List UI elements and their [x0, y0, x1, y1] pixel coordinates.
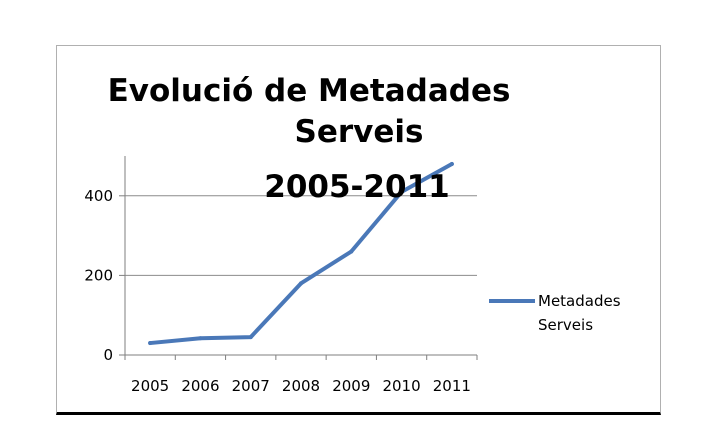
data-point [299, 281, 303, 286]
data-point [248, 335, 253, 340]
grid-layer [125, 195, 477, 276]
x-tick-label: 2005 [131, 377, 169, 395]
y-tick-label: 400 [84, 187, 113, 205]
x-tick-label: 2006 [181, 377, 219, 395]
x-tick-label: 2009 [332, 377, 370, 395]
data-point [399, 189, 404, 194]
y-tick-label: 0 [103, 346, 113, 364]
chart-title-line-3: 2005-2011 [264, 169, 449, 205]
x-tick-label: 2011 [433, 377, 471, 395]
data-point [148, 341, 153, 346]
data-point [349, 249, 354, 254]
line-chart: 0 200 400 2005 2006 2007 2008 2009 2010 2011 Evo… [84, 73, 621, 395]
legend-label-line-2: Serveis [538, 316, 593, 334]
series-layer [148, 161, 454, 346]
chart-title-line-1: Evolució de Metadades [108, 73, 511, 109]
chart-frame: 0 200 400 2005 2006 2007 2008 2009 2010 2011 Evo… [56, 45, 661, 415]
data-point [449, 161, 454, 166]
legend: Metadades Serveis [489, 292, 621, 334]
x-tick-label: 2007 [232, 377, 270, 395]
x-tick-label: 2008 [282, 377, 320, 395]
chart-title-line-2: Serveis [295, 114, 424, 150]
x-tick-label: 2010 [382, 377, 420, 395]
y-tick-label: 200 [84, 266, 113, 284]
legend-label-line-1: Metadades [538, 292, 621, 310]
x-tick-labels: 2005 2006 2007 2008 2009 2010 2011 [124, 355, 478, 395]
y-tick-labels: 0 200 400 [84, 187, 125, 364]
chart-title: Evolució de Metadades Serveis 2005-2011 [108, 73, 511, 205]
data-point [198, 336, 203, 341]
